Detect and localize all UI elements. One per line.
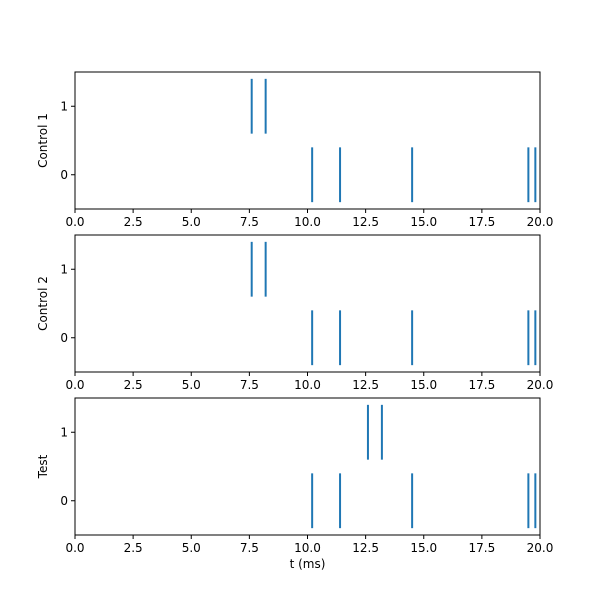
x-tick-label: 10.0 [294,541,321,555]
subplot-2: 0.0 2.5 5.0 7.5 10.0 12.5 15.0 17.5 20.0 0 1 Contro… [36,234,554,392]
x-tick-label: 10.0 [294,215,321,229]
x-tick-label: 20.0 [527,541,554,555]
x-tick-label: 0.0 [65,378,84,392]
x-tick-label: 0.0 [65,215,84,229]
subplot-3: 0.0 2.5 5.0 7.5 10.0 12.5 15.0 17.5 20.0 0 1 Test t … [36,397,554,571]
x-tick-label: 20.0 [527,215,554,229]
x-tick-label: 10.0 [294,378,321,392]
axes-frame [74,234,541,373]
x-tick-label: 7.5 [240,378,259,392]
x-tick-label: 5.0 [182,541,201,555]
x-tick-label: 12.5 [352,378,379,392]
x-tick-label: 2.5 [124,215,143,229]
x-tick-label: 17.5 [469,541,496,555]
x-tick-label: 17.5 [469,215,496,229]
x-tick-label: 20.0 [527,378,554,392]
x-tick-label: 5.0 [182,215,201,229]
x-tick-label: 15.0 [410,215,437,229]
x-tick-label: 5.0 [182,378,201,392]
y-tick-label: 0 [60,331,68,345]
y-axis-label: Control 1 [36,113,50,168]
x-tick-label: 2.5 [124,378,143,392]
y-tick-label: 1 [60,99,68,113]
x-tick-label: 12.5 [352,541,379,555]
x-tick-label: 7.5 [240,215,259,229]
axes-frame [74,71,541,210]
x-tick-label: 0.0 [65,541,84,555]
x-tick-label: 2.5 [124,541,143,555]
y-tick-label: 0 [60,494,68,508]
x-tick-label: 7.5 [240,541,259,555]
y-axis-label: Control 2 [36,276,50,331]
x-tick-label: 17.5 [469,378,496,392]
x-tick-label: 12.5 [352,215,379,229]
y-tick-label: 1 [60,262,68,276]
y-tick-label: 0 [60,168,68,182]
axes-frame [74,397,541,536]
x-tick-label: 15.0 [410,378,437,392]
subplot-1: 0.0 2.5 5.0 7.5 10.0 12.5 15.0 17.5 20.0 0 1 Contro… [36,71,554,229]
y-axis-label: Test [36,454,50,479]
x-tick-label: 15.0 [410,541,437,555]
x-axis-label: t (ms) [290,557,326,571]
y-tick-label: 1 [60,425,68,439]
